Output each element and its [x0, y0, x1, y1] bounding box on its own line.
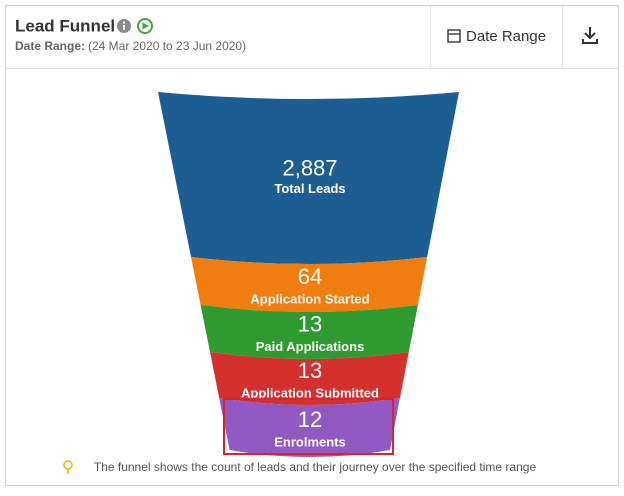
footnote: The funnel shows the count of leads and …: [94, 460, 537, 474]
category-label: Application Started: [250, 291, 369, 306]
play-icon[interactable]: [137, 18, 153, 34]
date-range-button[interactable]: Date Range: [447, 28, 546, 45]
value-label: 13: [298, 311, 322, 336]
date-range-button-label[interactable]: Date Range: [466, 28, 546, 45]
widget-title: Lead Funnel: [15, 16, 115, 35]
info-icon[interactable]: [117, 19, 131, 33]
date-range-value: (24 Mar 2020 to 23 Jun 2020): [88, 39, 246, 53]
funnel-segment: [219, 398, 400, 457]
category-label: Enrolments: [274, 434, 346, 449]
value-label: 64: [298, 264, 322, 289]
value-label: 12: [298, 407, 322, 432]
category-label: Total Leads: [274, 181, 345, 196]
download-button[interactable]: [582, 27, 598, 44]
funnel-segment: [158, 92, 459, 264]
category-label: Paid Applications: [256, 339, 365, 354]
value-label: 13: [298, 358, 322, 383]
category-label: Application Submitted: [241, 385, 379, 400]
funnel-segment: [210, 352, 409, 405]
selection-highlight: [223, 398, 394, 455]
bulb-icon: [63, 460, 73, 474]
date-range-label: Date Range:: [15, 39, 85, 53]
value-label: 2,887: [282, 155, 337, 180]
funnel-segment: [200, 305, 418, 359]
funnel-segment: [191, 257, 428, 312]
